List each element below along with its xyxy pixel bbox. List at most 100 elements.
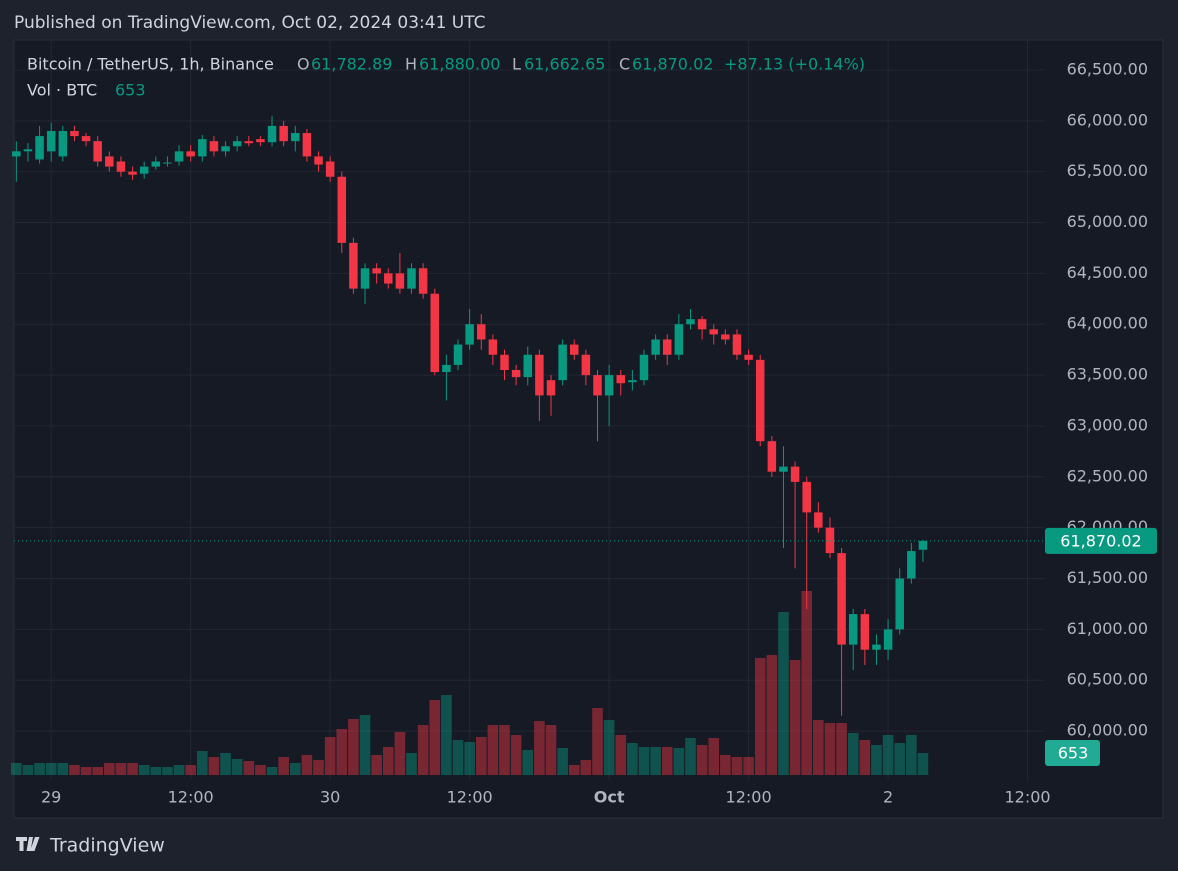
candle-body xyxy=(186,151,195,157)
volume-bar xyxy=(57,763,69,775)
volume-bar xyxy=(906,735,917,775)
volume-bar xyxy=(429,699,441,775)
volume-bar xyxy=(510,735,522,775)
candle-body xyxy=(593,375,602,396)
candle-body xyxy=(430,293,440,373)
y-tick-label: 60,500.00 xyxy=(1067,670,1148,689)
volume-bar xyxy=(196,750,208,775)
last-price-box xyxy=(1045,527,1157,554)
volume-bar xyxy=(499,725,510,775)
y-tick-label: 61,500.00 xyxy=(1067,568,1148,587)
high-label: H xyxy=(405,55,417,74)
volume-bar xyxy=(522,749,534,775)
candle-body xyxy=(325,161,335,177)
volume-bar xyxy=(824,723,836,775)
volume-bar xyxy=(11,763,22,775)
candle-body xyxy=(81,136,91,142)
volume-bar xyxy=(661,746,673,775)
volume-bar xyxy=(348,719,359,775)
x-tick-label: 12:00 xyxy=(168,788,214,807)
volume-bar xyxy=(371,755,382,775)
volume-bar xyxy=(394,732,406,775)
volume-bar xyxy=(720,755,731,775)
brand-logo: TradingView xyxy=(16,835,165,857)
volume-bar xyxy=(708,738,720,775)
volume-bar xyxy=(162,766,173,775)
candle-body xyxy=(291,133,300,142)
candle-body xyxy=(360,268,370,289)
volume-bar xyxy=(627,743,638,775)
candle-body xyxy=(139,166,149,174)
volume-bar xyxy=(301,755,313,775)
volume-bar xyxy=(104,763,115,775)
volume-bar xyxy=(255,765,266,775)
y-tick-label: 66,000.00 xyxy=(1067,110,1148,129)
candle-body xyxy=(814,512,823,528)
candle-body xyxy=(767,441,777,472)
candle-body xyxy=(302,133,312,157)
volume-bar xyxy=(278,756,289,775)
candle-body xyxy=(546,380,556,396)
volume-bar xyxy=(545,725,557,775)
candle-body xyxy=(465,324,474,345)
candle-body xyxy=(163,162,172,164)
volume-bar xyxy=(778,612,789,775)
volume-bar xyxy=(69,765,80,775)
candle-body xyxy=(558,344,567,381)
candle-body xyxy=(12,151,21,157)
candle-body xyxy=(581,354,591,376)
candle-body xyxy=(616,375,625,384)
volume-bar xyxy=(208,756,220,775)
candle-body xyxy=(755,359,765,442)
candle-body xyxy=(488,339,498,355)
candle-body xyxy=(105,156,114,167)
candle-body xyxy=(500,354,509,371)
candle-body xyxy=(128,171,137,175)
volume-bar xyxy=(220,753,231,775)
x-tick-label: Oct xyxy=(594,788,625,807)
change-value: +87.13 (+0.14%) xyxy=(724,55,865,74)
volume-bar xyxy=(592,708,603,775)
volume-bar xyxy=(917,753,929,775)
volume-bar xyxy=(731,756,743,775)
candle-body xyxy=(790,466,800,482)
volume-bar xyxy=(696,745,708,775)
candle-body xyxy=(35,136,44,160)
candle-body xyxy=(651,339,660,355)
x-tick-label: 30 xyxy=(320,788,340,807)
candle-body xyxy=(418,268,428,294)
candle-body xyxy=(407,268,416,289)
candle-body xyxy=(907,551,916,579)
volume-bar xyxy=(185,765,196,775)
candle-body xyxy=(872,644,881,650)
volume-bar xyxy=(452,739,464,775)
volume-bar xyxy=(150,766,162,775)
candle-body xyxy=(116,161,126,172)
candle-body xyxy=(349,242,358,289)
volume-bar xyxy=(406,753,417,775)
low-value: 61,662.65 xyxy=(524,55,605,74)
candle-body xyxy=(732,334,742,355)
candle-body xyxy=(372,268,381,274)
candle-body xyxy=(837,553,846,645)
volume-bar xyxy=(871,745,882,775)
low-label: L xyxy=(512,55,521,74)
logo-mark xyxy=(16,837,40,851)
y-tick-label: 63,000.00 xyxy=(1067,415,1148,434)
volume-bar xyxy=(580,759,592,775)
candle-body xyxy=(721,334,730,340)
volume-bar xyxy=(243,760,255,775)
y-tick-label: 64,000.00 xyxy=(1067,314,1148,333)
candle-body xyxy=(918,540,928,550)
close-label: C xyxy=(619,55,630,74)
candle-body xyxy=(639,354,649,381)
candle-body xyxy=(883,629,893,650)
candle-body xyxy=(523,354,533,378)
volume-bar xyxy=(475,736,487,775)
volume-bar xyxy=(359,715,371,775)
volume-bar xyxy=(417,725,429,775)
candle-body xyxy=(895,578,904,630)
candle-body xyxy=(511,370,521,378)
candle-body xyxy=(244,141,254,144)
